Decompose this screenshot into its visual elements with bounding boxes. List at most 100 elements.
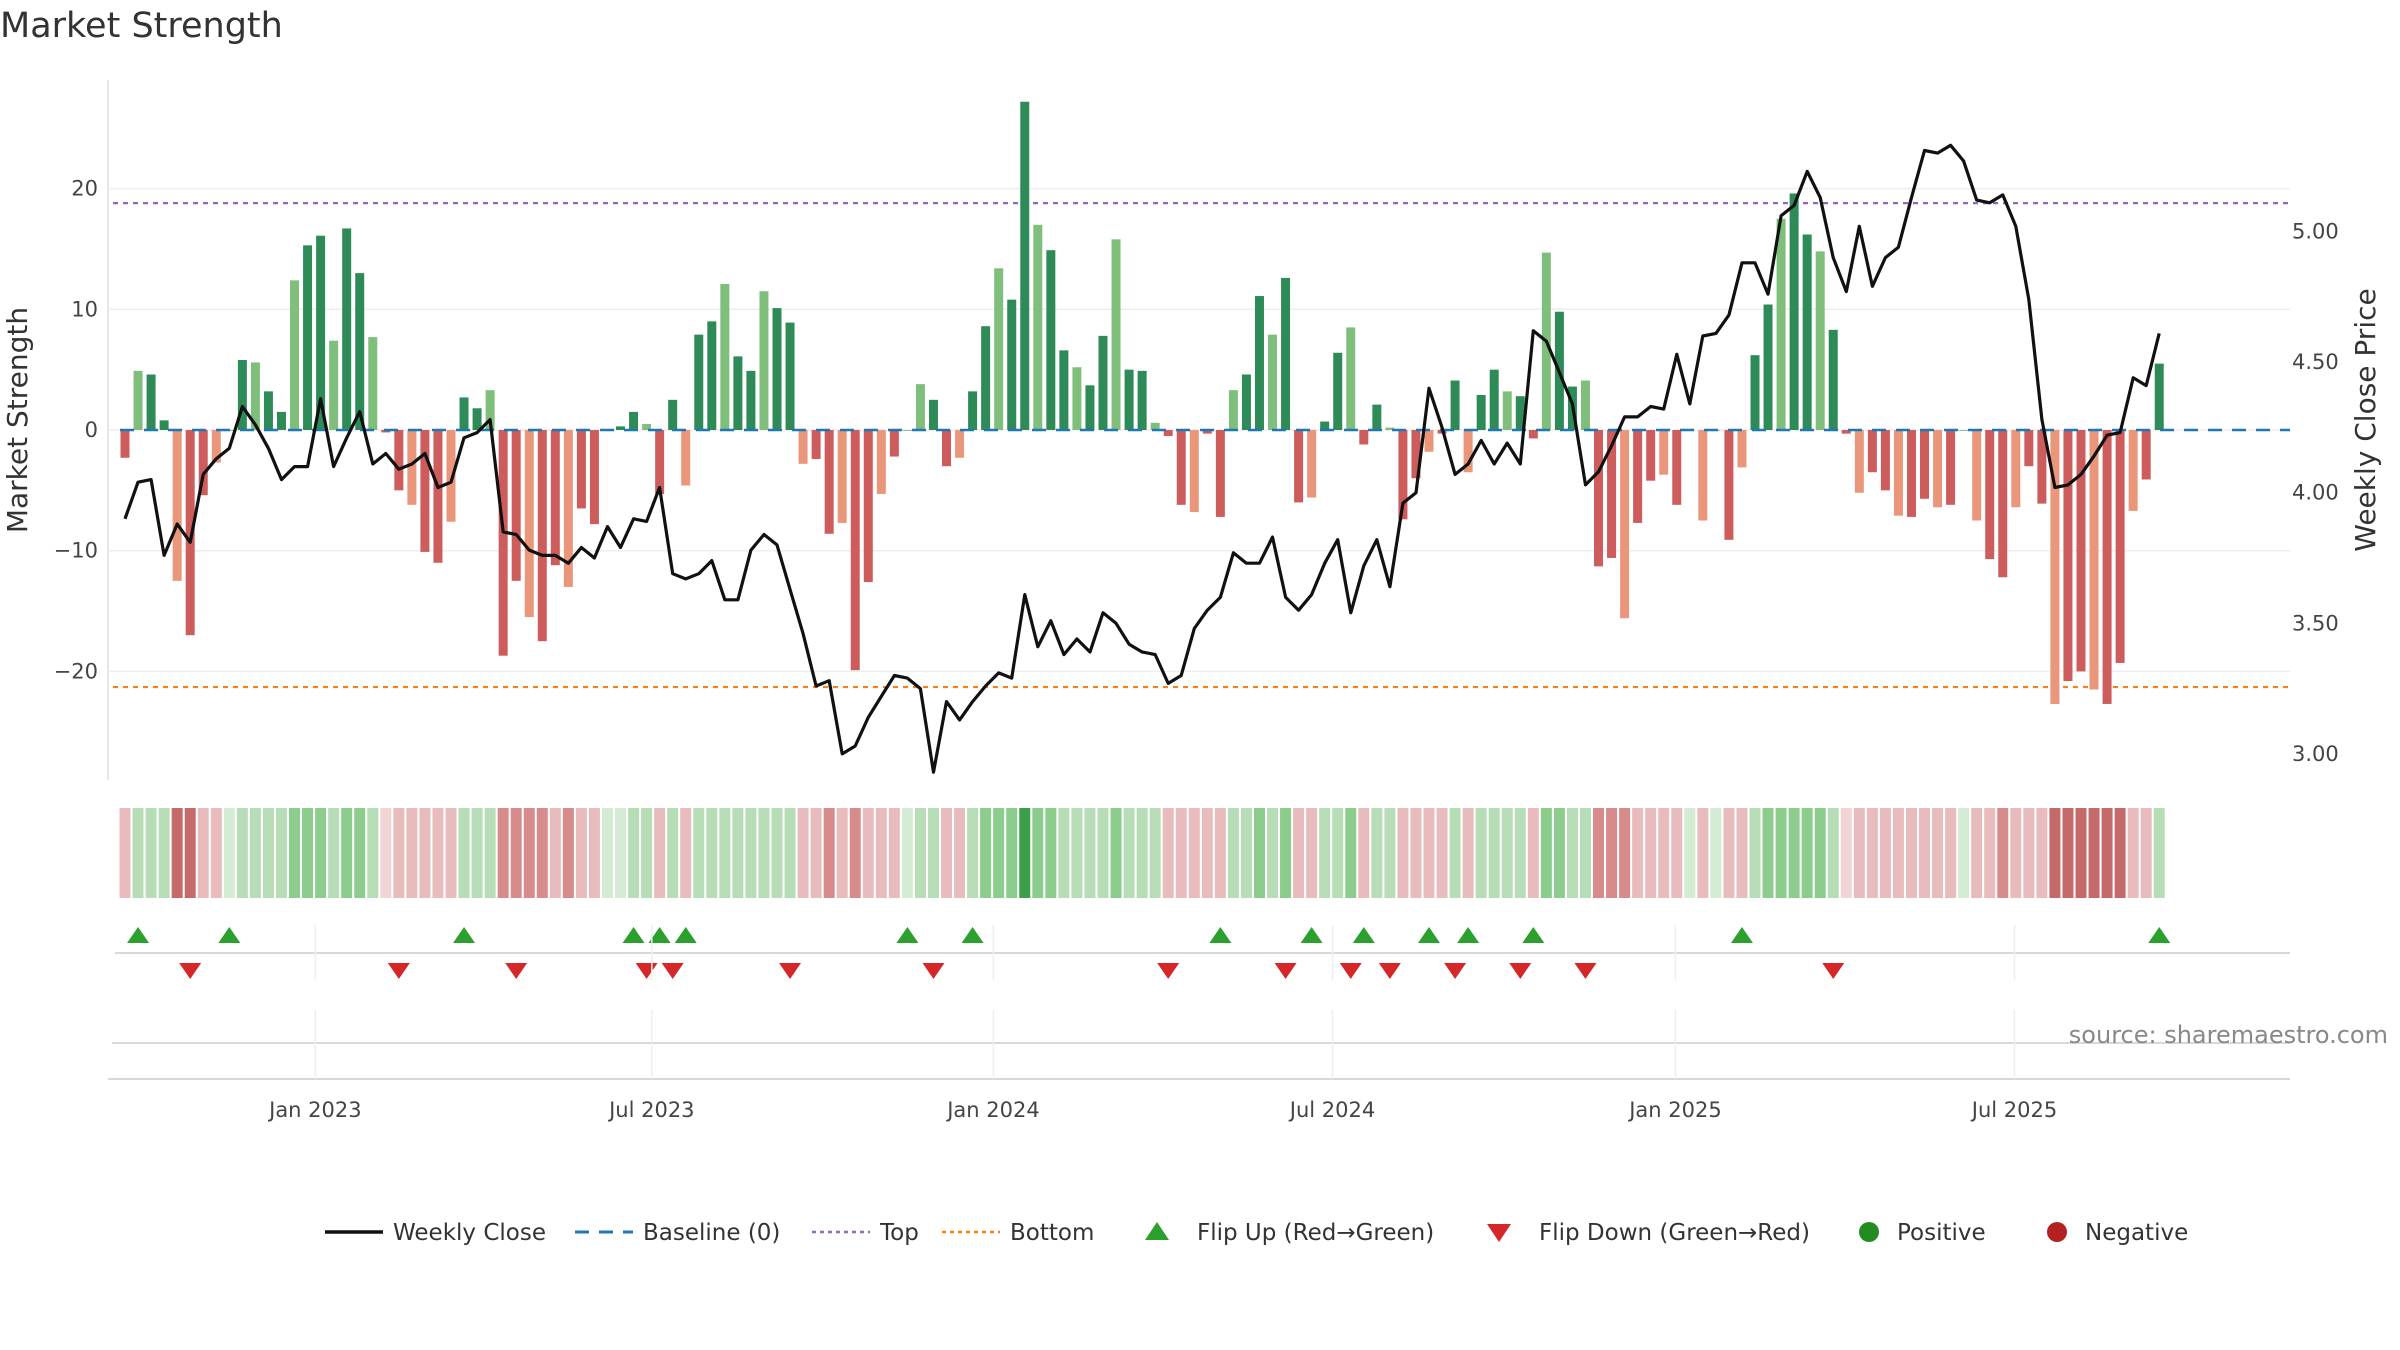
strip-cell	[836, 808, 848, 898]
strip-cell	[1071, 808, 1083, 898]
strip-cell	[145, 808, 157, 898]
strength-bar	[1789, 193, 1799, 430]
flip-down-marker	[1274, 963, 1297, 979]
strip-cell	[1162, 808, 1174, 898]
strip-cell	[1932, 808, 1944, 898]
strip-cell	[1840, 808, 1852, 898]
strength-bar	[1998, 430, 2008, 578]
strength-bar	[1163, 430, 1173, 437]
strip-cell	[1749, 808, 1761, 898]
strength-bar	[1241, 374, 1251, 430]
flip-up-marker	[1352, 927, 1375, 943]
flip-up-marker	[2148, 927, 2171, 943]
y-tick-label: 10	[71, 297, 98, 321]
flip-down-marker	[387, 963, 410, 979]
strength-bar	[2063, 430, 2073, 682]
strength-bar	[1776, 218, 1786, 430]
strip-cell	[523, 808, 535, 898]
strength-bar	[2076, 430, 2086, 672]
strip-cell	[1540, 808, 1552, 898]
strip-cell	[1006, 808, 1018, 898]
weekly-close-path	[123, 143, 2161, 774]
strip-cell	[184, 808, 196, 898]
x-tick-label: Jan 2025	[1627, 1098, 1722, 1122]
x-axis: Jan 2023 Jul 2023 Jan 2024 Jul 2024 Jan 2025…	[108, 925, 2290, 1122]
flip-down-marker	[1509, 963, 1532, 979]
strip-cell	[1175, 808, 1187, 898]
strip-cell	[732, 808, 744, 898]
strip-cell	[927, 808, 939, 898]
flip-up-marker	[896, 927, 919, 943]
flip-up-marker	[1522, 927, 1545, 943]
strip-cell	[302, 808, 314, 898]
strip-cell	[406, 808, 418, 898]
strip-cell	[2010, 808, 2022, 898]
strength-bar	[1828, 329, 1838, 430]
strength-bar	[1841, 430, 1851, 434]
flip-up-marker	[622, 927, 645, 943]
strip-cell	[1306, 808, 1318, 898]
strength-bar	[146, 374, 156, 430]
strength-bar	[928, 399, 938, 430]
strip-cell	[1345, 808, 1357, 898]
strength-bar	[1059, 350, 1069, 430]
strength-bar	[1946, 430, 1956, 505]
strip-cell	[1332, 808, 1344, 898]
strength-bar	[185, 430, 195, 636]
strength-bar	[537, 430, 547, 642]
legend: Weekly Close Baseline (0) Top Bottom Flip Up…	[325, 1220, 2188, 1246]
strength-bar	[1124, 369, 1134, 430]
strength-bar	[120, 430, 130, 458]
strip-cell	[197, 808, 209, 898]
y2-tick-label: 5.00	[2292, 219, 2339, 243]
strip-cell	[458, 808, 470, 898]
strip-cell	[158, 808, 170, 898]
x-tick-label: Jan 2023	[267, 1098, 362, 1122]
strip-cell	[1501, 808, 1513, 898]
left-y-axis-title: Market Strength	[1, 307, 34, 533]
strip-cell	[849, 808, 861, 898]
flip-up-marker	[127, 927, 150, 943]
strength-bar	[681, 430, 691, 486]
y-tick-label: −10	[54, 539, 98, 563]
strength-bar	[211, 430, 221, 463]
strength-bar	[616, 426, 626, 430]
strength-bar	[2115, 430, 2125, 663]
strength-bar	[472, 408, 482, 430]
strength-bar	[1046, 250, 1056, 430]
strip-cell	[2062, 808, 2074, 898]
legend-label: Baseline (0)	[643, 1220, 780, 1246]
strip-cell	[954, 808, 966, 898]
strip-cell	[1958, 808, 1970, 898]
y2-tick-label: 3.50	[2292, 611, 2339, 635]
strength-bar	[1150, 422, 1160, 430]
strength-bar	[1463, 430, 1473, 473]
strip-cell	[2140, 808, 2152, 898]
flip-down-marker	[1574, 963, 1597, 979]
strip-cell	[367, 808, 379, 898]
strip-cell	[745, 808, 757, 898]
x-tick-label: Jul 2025	[1970, 1098, 2057, 1122]
strength-bar	[1307, 430, 1317, 498]
flip-up-marker	[1730, 927, 1753, 943]
strip-cell	[236, 808, 248, 898]
strength-bar	[955, 430, 965, 458]
strip-cell	[536, 808, 548, 898]
left-y-axis: Market Strength 20 10 0 −10 −20	[1, 177, 98, 684]
strip-cell	[1775, 808, 1787, 898]
flip-up-marker	[961, 927, 984, 943]
strip-cell	[1866, 808, 1878, 898]
strength-bar	[446, 430, 456, 522]
strip-cell	[249, 808, 261, 898]
strip-cell	[328, 808, 340, 898]
strip-cell	[1997, 808, 2009, 898]
strip-cell	[380, 808, 392, 898]
strength-bar	[263, 391, 273, 430]
strip-cell	[1905, 808, 1917, 898]
strip-cell	[132, 808, 144, 898]
strip-cell	[967, 808, 979, 898]
strip-cell	[1149, 808, 1161, 898]
y-tick-label: 0	[85, 418, 98, 442]
strength-bar	[276, 411, 286, 430]
legend-label: Weekly Close	[393, 1220, 546, 1246]
